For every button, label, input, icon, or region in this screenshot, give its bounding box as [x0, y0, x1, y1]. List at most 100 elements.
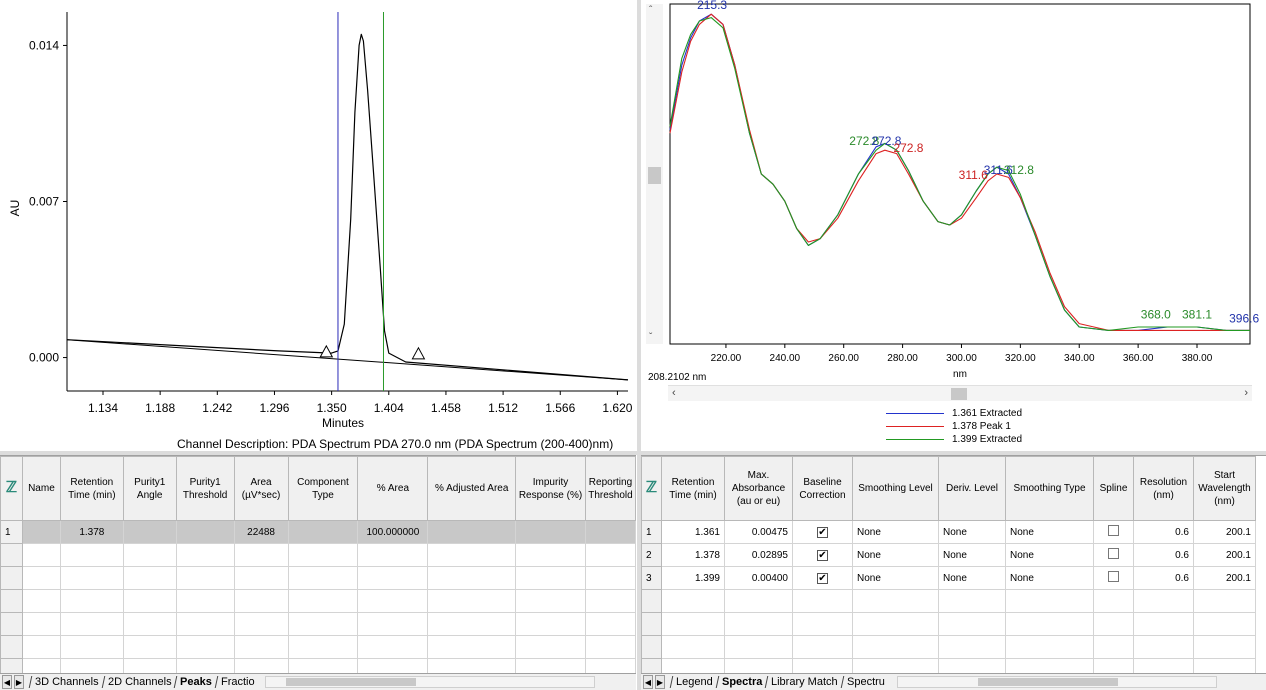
vertical-splitter[interactable] — [637, 0, 641, 690]
empty-cell[interactable] — [357, 543, 429, 567]
cell-max-absorbance[interactable]: 0.00475 — [724, 520, 793, 544]
empty-cell[interactable] — [641, 612, 662, 636]
cell-pct-area[interactable]: 100.000000 — [357, 520, 429, 544]
row-number[interactable]: 2 — [641, 543, 662, 567]
column-header[interactable]: Smoothing Level — [852, 456, 939, 521]
spectrum-horizontal-scrollbar[interactable]: ‹ › — [668, 385, 1252, 401]
cell-smoothing-type[interactable]: None — [1005, 543, 1094, 567]
empty-cell[interactable] — [641, 635, 662, 659]
empty-cell[interactable] — [357, 589, 429, 613]
empty-cell[interactable] — [1193, 589, 1256, 613]
checkbox[interactable] — [1108, 525, 1119, 536]
table-corner-icon[interactable]: ℤ — [0, 456, 23, 521]
column-header[interactable]: Impurity Response (%) — [515, 456, 586, 521]
column-header[interactable]: Component Type — [287, 456, 359, 521]
scroll-thumb[interactable] — [977, 678, 1118, 686]
empty-cell[interactable] — [1193, 635, 1256, 659]
cell-adjusted-area[interactable] — [427, 520, 517, 544]
column-header[interactable]: Max. Absorbance (au or eu) — [724, 456, 793, 521]
tab-2d-channels[interactable]: 2D Channels — [101, 676, 177, 688]
row-number[interactable]: 1 — [0, 520, 23, 544]
empty-row[interactable] — [0, 635, 636, 659]
tab-legend[interactable]: Legend — [669, 676, 718, 688]
empty-cell[interactable] — [287, 589, 359, 613]
empty-cell[interactable] — [515, 635, 586, 659]
cell-component-type[interactable] — [287, 520, 359, 544]
empty-cell[interactable] — [175, 658, 235, 673]
empty-cell[interactable] — [792, 612, 853, 636]
scroll-down-icon[interactable]: ˇ — [649, 332, 653, 343]
empty-cell[interactable] — [938, 589, 1006, 613]
tab-spectrum[interactable]: Spectru — [840, 676, 890, 688]
column-header[interactable]: Name — [21, 456, 61, 521]
cell-smoothing-level[interactable]: None — [852, 543, 939, 567]
empty-cell[interactable] — [792, 589, 853, 613]
empty-cell[interactable] — [584, 612, 636, 636]
checkbox[interactable]: ✔ — [817, 549, 828, 561]
table-horizontal-scrollbar[interactable] — [896, 676, 1217, 688]
empty-cell[interactable] — [122, 612, 177, 636]
cell-reporting-threshold[interactable] — [584, 520, 636, 544]
cell-area[interactable]: 22488 — [233, 520, 289, 544]
empty-cell[interactable] — [0, 612, 23, 636]
table-row[interactable]: 1 1.378 22488 100.000000 — [0, 520, 636, 544]
chromatogram-plot[interactable]: AU Minutes 0.014 0.007 0.000 1.134 1.188 1.24… — [0, 0, 638, 453]
cell-start-wavelength[interactable]: 200.1 — [1193, 543, 1256, 567]
empty-cell[interactable] — [724, 635, 793, 659]
empty-cell[interactable] — [21, 658, 61, 673]
empty-cell[interactable] — [122, 635, 177, 659]
cell-name[interactable] — [21, 520, 61, 544]
empty-cell[interactable] — [515, 589, 586, 613]
tab-peaks[interactable]: Peaks — [173, 676, 218, 688]
cell-baseline-correction[interactable]: ✔ — [792, 543, 853, 567]
empty-cell[interactable] — [287, 566, 359, 590]
empty-row[interactable] — [0, 543, 636, 567]
column-header[interactable]: Retention Time (min) — [59, 456, 124, 521]
cell-retention-time[interactable]: 1.378 — [59, 520, 124, 544]
empty-row[interactable] — [641, 635, 1256, 659]
checkbox[interactable]: ✔ — [817, 572, 828, 584]
tab-spectra[interactable]: Spectra — [715, 676, 768, 688]
empty-cell[interactable] — [122, 589, 177, 613]
empty-cell[interactable] — [122, 658, 177, 673]
empty-cell[interactable] — [427, 658, 517, 673]
cell-spline[interactable] — [1093, 520, 1134, 544]
empty-cell[interactable] — [792, 635, 853, 659]
empty-cell[interactable] — [233, 635, 289, 659]
column-header[interactable]: % Area — [357, 456, 429, 521]
empty-cell[interactable] — [59, 566, 124, 590]
tab-scroll-left-icon[interactable]: ◀ — [2, 675, 12, 689]
scroll-thumb[interactable] — [648, 167, 661, 184]
empty-cell[interactable] — [641, 589, 662, 613]
empty-cell[interactable] — [427, 543, 517, 567]
empty-cell[interactable] — [1133, 635, 1194, 659]
empty-row[interactable] — [641, 612, 1256, 636]
cell-smoothing-type[interactable]: None — [1005, 566, 1094, 590]
empty-cell[interactable] — [584, 543, 636, 567]
cell-smoothing-level[interactable]: None — [852, 520, 939, 544]
empty-cell[interactable] — [59, 658, 124, 673]
cell-spline[interactable] — [1093, 566, 1134, 590]
empty-cell[interactable] — [852, 589, 939, 613]
scroll-right-icon[interactable]: › — [1244, 387, 1248, 399]
empty-cell[interactable] — [357, 612, 429, 636]
empty-row[interactable] — [641, 589, 1256, 613]
empty-cell[interactable] — [1005, 635, 1094, 659]
empty-cell[interactable] — [287, 612, 359, 636]
empty-cell[interactable] — [1133, 589, 1194, 613]
empty-cell[interactable] — [724, 612, 793, 636]
empty-cell[interactable] — [59, 543, 124, 567]
empty-cell[interactable] — [0, 658, 23, 673]
empty-row[interactable] — [0, 658, 636, 673]
cell-start-wavelength[interactable]: 200.1 — [1193, 566, 1256, 590]
cell-max-absorbance[interactable]: 0.02895 — [724, 543, 793, 567]
empty-cell[interactable] — [1093, 635, 1134, 659]
empty-cell[interactable] — [584, 566, 636, 590]
empty-cell[interactable] — [0, 635, 23, 659]
cell-spline[interactable] — [1093, 543, 1134, 567]
peak-start-marker[interactable] — [319, 344, 334, 358]
empty-cell[interactable] — [515, 543, 586, 567]
table-corner-icon[interactable]: ℤ — [641, 456, 662, 521]
scroll-thumb[interactable] — [951, 388, 967, 400]
empty-cell[interactable] — [233, 658, 289, 673]
